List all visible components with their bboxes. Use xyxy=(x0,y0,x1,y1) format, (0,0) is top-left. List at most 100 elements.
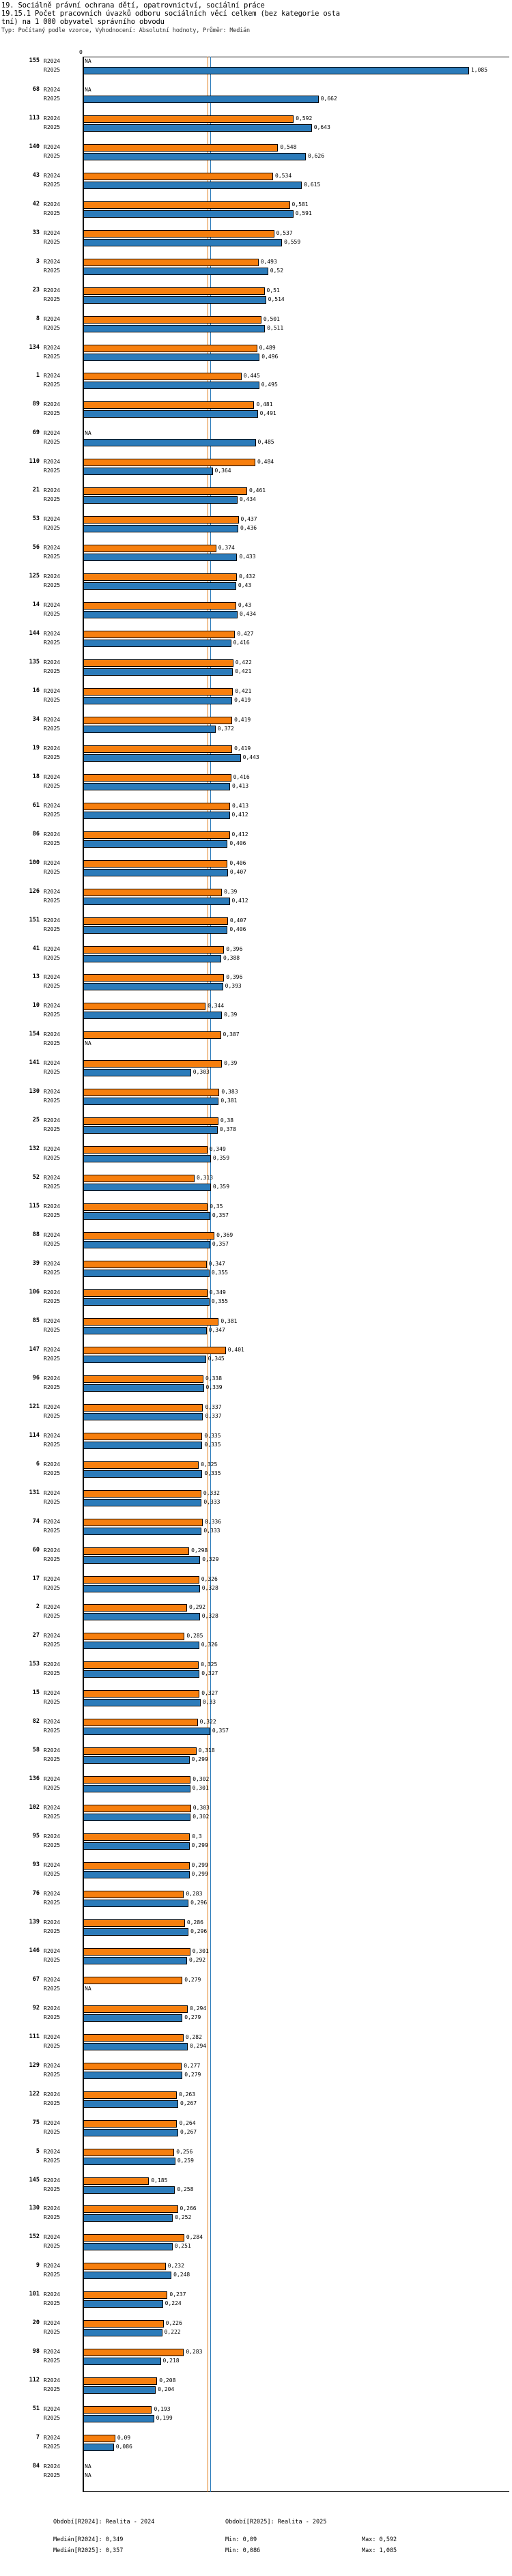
bar-2024[interactable] xyxy=(83,487,248,496)
bar-2024[interactable] xyxy=(83,659,233,667)
bar-2025[interactable] xyxy=(83,1899,189,1907)
bar-2024[interactable] xyxy=(83,344,257,352)
bar-2025[interactable] xyxy=(83,1069,191,1077)
bar-2025[interactable] xyxy=(83,1642,199,1650)
bar-2024[interactable] xyxy=(83,401,255,410)
bar-2024[interactable] xyxy=(83,1317,219,1326)
bar-2025[interactable] xyxy=(83,1527,202,1535)
bar-2025[interactable] xyxy=(83,1699,201,1707)
bar-2024[interactable] xyxy=(83,1375,203,1383)
bar-2025[interactable] xyxy=(83,468,213,476)
bar-2025[interactable] xyxy=(83,382,259,390)
bar-2024[interactable] xyxy=(83,1403,203,1412)
bar-2024[interactable] xyxy=(83,545,216,553)
bar-2024[interactable] xyxy=(83,1060,223,1068)
bar-2025[interactable] xyxy=(83,2071,183,2079)
bar-2025[interactable] xyxy=(83,496,238,504)
bar-2024[interactable] xyxy=(83,1175,195,1183)
bar-2024[interactable] xyxy=(83,2119,177,2128)
bar-2025[interactable] xyxy=(83,210,294,218)
bar-2025[interactable] xyxy=(83,554,238,562)
bar-2025[interactable] xyxy=(83,983,223,991)
bar-2024[interactable] xyxy=(83,2033,184,2042)
bar-2024[interactable] xyxy=(83,1031,221,1040)
bar-2025[interactable] xyxy=(83,782,231,790)
bar-2025[interactable] xyxy=(83,238,283,246)
bar-2025[interactable] xyxy=(83,2100,179,2108)
bar-2025[interactable] xyxy=(83,868,228,876)
bar-2024[interactable] xyxy=(83,602,236,610)
bar-2025[interactable] xyxy=(83,754,241,762)
bar-2025[interactable] xyxy=(83,95,319,103)
bar-2025[interactable] xyxy=(83,67,469,74)
bar-2025[interactable] xyxy=(83,1871,190,1879)
bar-2024[interactable] xyxy=(83,2062,182,2070)
bar-2024[interactable] xyxy=(83,143,279,152)
bar-2025[interactable] xyxy=(83,1956,188,1964)
bar-2025[interactable] xyxy=(83,2157,175,2165)
bar-2025[interactable] xyxy=(83,1842,190,1850)
bar-2025[interactable] xyxy=(83,181,302,189)
bar-2025[interactable] xyxy=(83,1785,190,1793)
bar-2025[interactable] xyxy=(83,611,238,619)
bar-2024[interactable] xyxy=(83,1776,191,1784)
bar-2025[interactable] xyxy=(83,152,306,160)
bar-2025[interactable] xyxy=(83,1470,203,1478)
bar-2025[interactable] xyxy=(83,1270,210,1278)
bar-2024[interactable] xyxy=(83,1719,198,1727)
bar-2024[interactable] xyxy=(83,2234,184,2242)
bar-2025[interactable] xyxy=(83,2386,156,2394)
bar-2024[interactable] xyxy=(83,1747,197,1756)
bar-2024[interactable] xyxy=(83,831,230,839)
bar-2025[interactable] xyxy=(83,1728,210,1736)
bar-2024[interactable] xyxy=(83,1203,208,1212)
bar-2024[interactable] xyxy=(83,1976,183,1984)
bar-2024[interactable] xyxy=(83,745,233,753)
bar-2024[interactable] xyxy=(83,687,233,696)
bar-2024[interactable] xyxy=(83,631,236,639)
bar-2025[interactable] xyxy=(83,1814,191,1822)
bar-2025[interactable] xyxy=(83,2014,183,2022)
bar-2025[interactable] xyxy=(83,582,236,590)
bar-2025[interactable] xyxy=(83,324,266,332)
bar-2024[interactable] xyxy=(83,859,228,868)
bar-2024[interactable] xyxy=(83,287,265,295)
bar-2025[interactable] xyxy=(83,525,239,533)
bar-2024[interactable] xyxy=(83,2406,152,2414)
bar-2024[interactable] xyxy=(83,1489,201,1498)
bar-2024[interactable] xyxy=(83,773,231,782)
bar-2024[interactable] xyxy=(83,1833,190,1842)
bar-2024[interactable] xyxy=(83,1661,199,1670)
bar-2024[interactable] xyxy=(83,1518,203,1526)
bar-2024[interactable] xyxy=(83,716,233,724)
bar-2024[interactable] xyxy=(83,1432,203,1440)
bar-2024[interactable] xyxy=(83,258,259,266)
bar-2025[interactable] xyxy=(83,439,256,447)
bar-2024[interactable] xyxy=(83,2177,150,2185)
bar-2024[interactable] xyxy=(83,802,231,810)
bar-2025[interactable] xyxy=(83,1756,190,1764)
bar-2024[interactable] xyxy=(83,1690,200,1698)
bar-2025[interactable] xyxy=(83,2272,172,2280)
bar-2024[interactable] xyxy=(83,315,261,324)
bar-2025[interactable] xyxy=(83,1184,211,1192)
bar-2024[interactable] xyxy=(83,2291,168,2300)
bar-2024[interactable] xyxy=(83,1890,184,1898)
bar-2025[interactable] xyxy=(83,840,228,848)
bar-2025[interactable] xyxy=(83,1441,203,1449)
bar-2025[interactable] xyxy=(83,1384,204,1392)
bar-2025[interactable] xyxy=(83,1556,201,1564)
bar-2024[interactable] xyxy=(83,1805,191,1813)
bar-2025[interactable] xyxy=(83,1670,200,1678)
bar-2025[interactable] xyxy=(83,1613,200,1621)
bar-2025[interactable] xyxy=(83,1098,219,1106)
bar-2025[interactable] xyxy=(83,897,230,905)
bar-2024[interactable] xyxy=(83,1261,207,1269)
bar-2024[interactable] xyxy=(83,459,255,467)
bar-2024[interactable] xyxy=(83,2320,164,2328)
bar-2024[interactable] xyxy=(83,373,242,381)
bar-2025[interactable] xyxy=(83,1298,210,1306)
bar-2024[interactable] xyxy=(83,1575,199,1584)
bar-2025[interactable] xyxy=(83,1355,206,1363)
bar-2024[interactable] xyxy=(83,2148,175,2156)
